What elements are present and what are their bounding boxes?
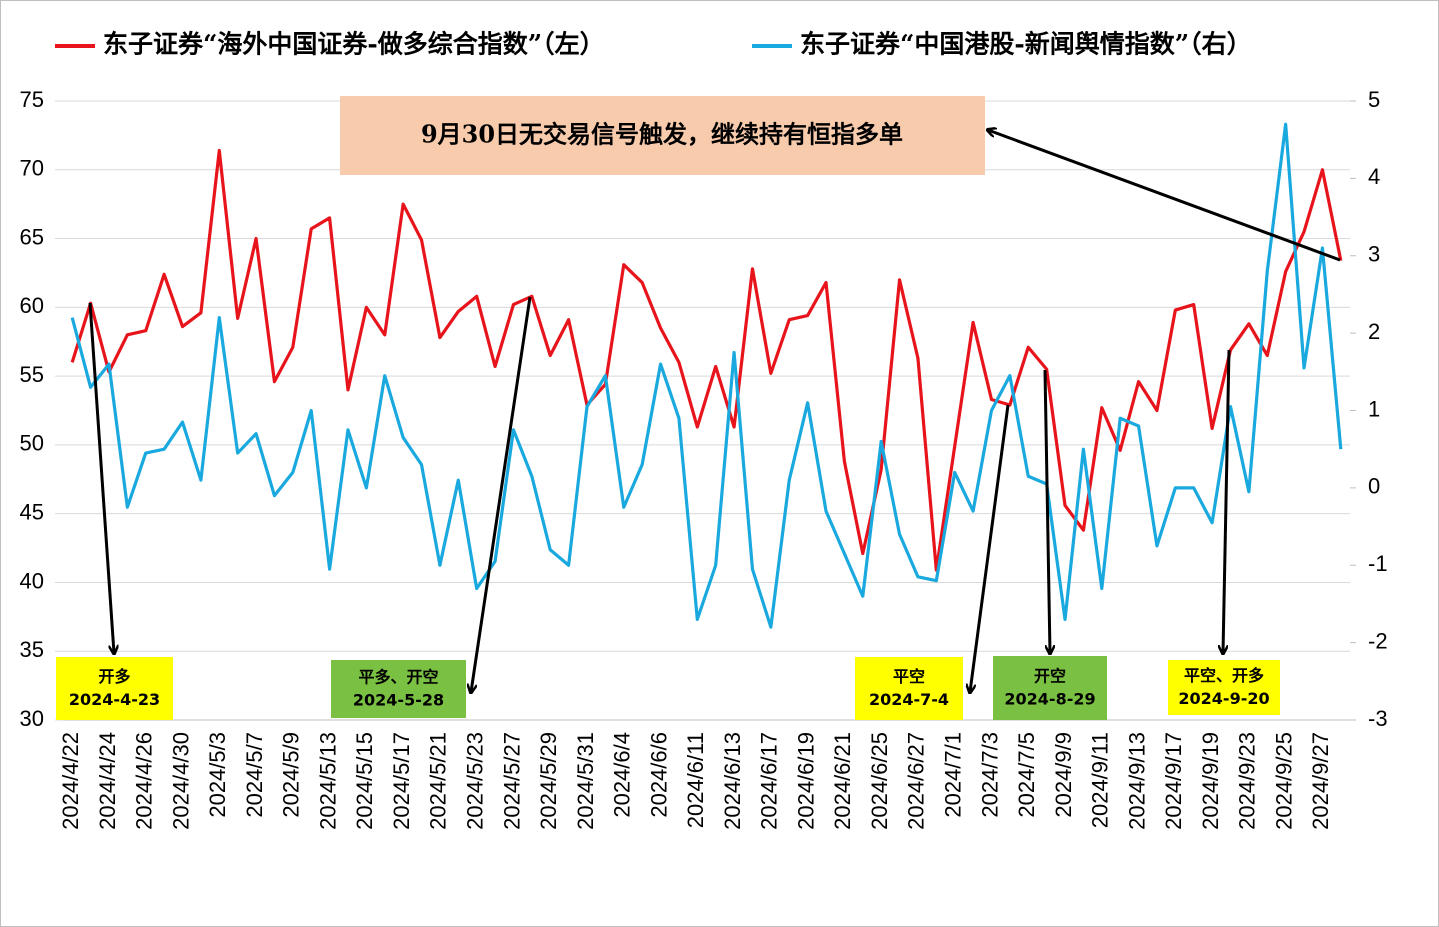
signal-label: 2024-5-28: [353, 691, 444, 710]
y2-tick-label: 3: [1368, 242, 1380, 267]
y-tick-label: 30: [20, 706, 44, 731]
x-tick-label: 2024/6/19: [793, 732, 818, 830]
x-tick-label: 2024/9/23: [1235, 732, 1260, 830]
x-tick-label: 2024/6/4: [610, 732, 635, 818]
signal-label: 2024-4-23: [69, 690, 160, 709]
y-tick-label: 70: [20, 156, 44, 181]
x-tick-label: 2024/5/3: [205, 732, 230, 818]
arrow: [1223, 349, 1231, 653]
y2-tick-label: 2: [1368, 319, 1380, 344]
x-tick-label: 2024/5/21: [426, 732, 451, 830]
x-tick-label: 2024/9/27: [1308, 732, 1333, 830]
legend: 东子证券“海外中国证券-做多综合指数”（左） 东子证券“中国港股-新闻舆情指数”（…: [55, 30, 1252, 59]
arrow: [88, 302, 114, 653]
arrow: [471, 296, 532, 692]
y-tick-label: 55: [20, 362, 44, 387]
y-tick-label: 60: [20, 293, 44, 318]
y2-tick-label: 4: [1368, 164, 1380, 189]
x-tick-label: 2024/5/31: [573, 732, 598, 830]
signal-box: [331, 660, 466, 718]
arrow: [970, 404, 1010, 692]
x-tick-label: 2024/9/25: [1271, 732, 1296, 830]
signal-box: [1168, 660, 1280, 715]
x-tick-label: 2024/9/11: [1088, 732, 1113, 828]
signal-label: 平空: [893, 667, 925, 686]
x-tick-label: 2024/6/25: [867, 732, 892, 830]
arrow: [988, 130, 1341, 262]
x-tick-label: 2024/7/3: [977, 732, 1002, 818]
x-tick-label: 2024/5/13: [315, 732, 340, 830]
x-tick-label: 2024/9/19: [1198, 732, 1223, 830]
annotation: 9月30日无交易信号触发，继续持有恒指多单: [421, 120, 903, 149]
legend-label: 东子证券“中国港股-新闻舆情指数”（右）: [800, 30, 1252, 59]
signal-label: 开空: [1034, 667, 1066, 686]
signal-box: [855, 657, 963, 720]
annotation-box: [340, 96, 985, 175]
x-tick-label: 2024/5/17: [389, 732, 414, 830]
y-tick-label: 65: [20, 224, 44, 249]
y-tick-label: 45: [20, 499, 44, 524]
signal-box: [56, 657, 173, 720]
signal-label: 2024-7-4: [869, 690, 949, 709]
x-tick-label: 2024/5/15: [352, 732, 377, 830]
y2-tick-label: -3: [1368, 706, 1388, 731]
y-tick-label: 35: [20, 637, 44, 662]
x-tick-label: 2024/4/22: [58, 732, 83, 830]
signal-label: 2024-9-20: [1178, 689, 1269, 708]
signal-label: 平多、开空: [358, 668, 438, 687]
series-line: [70, 148, 1343, 572]
x-tick-label: 2024/9/13: [1124, 732, 1149, 830]
x-tick-label: 2024/6/11: [683, 732, 708, 828]
y-tick-label: 40: [20, 568, 44, 593]
y-tick-label: 50: [20, 431, 44, 456]
x-tick-label: 2024/5/23: [462, 732, 487, 830]
x-tick-label: 2024/4/24: [95, 732, 120, 830]
signal-box: [993, 656, 1107, 720]
x-tick-label: 2024/6/21: [830, 732, 855, 830]
x-tick-label: 2024/6/6: [646, 732, 671, 818]
signal-label: 平空、开多: [1184, 666, 1264, 685]
x-tick-label: 2024/6/13: [720, 732, 745, 830]
signals: 开多 2024-4-23 平多、开空 2024-5-28 平空 2024-7-4 开空 202…: [56, 656, 1280, 720]
x-tick-label: 2024/7/5: [1014, 732, 1039, 818]
y2-tick-label: -2: [1368, 628, 1388, 653]
signal-label: 开多: [98, 667, 130, 686]
x-tick-label: 2024/5/9: [279, 732, 304, 818]
series-line: [70, 122, 1343, 629]
arrow: [1043, 369, 1050, 653]
y2-tick-label: -1: [1368, 551, 1388, 576]
signal-label: 2024-8-29: [1004, 690, 1095, 709]
x-tick-label: 2024/6/17: [757, 732, 782, 830]
x-tick-label: 2024/4/26: [132, 732, 157, 830]
lines: [70, 122, 1343, 629]
y-tick-label: 75: [20, 87, 44, 112]
arrows: [88, 130, 1341, 692]
x-tick-label: 2024/7/1: [941, 732, 966, 818]
y2-tick-label: 1: [1368, 396, 1380, 421]
y2-tick-label: 5: [1368, 87, 1380, 112]
x-tick-label: 2024/6/27: [904, 732, 929, 830]
x-tick-label: 2024/5/7: [242, 732, 267, 818]
y2-tick-label: 0: [1368, 474, 1380, 499]
legend-label: 东子证券“海外中国证券-做多综合指数”（左）: [103, 30, 605, 59]
x-tick-label: 2024/5/29: [536, 732, 561, 830]
x-tick-label: 2024/9/17: [1161, 732, 1186, 830]
x-tick-label: 2024/9/9: [1051, 732, 1076, 818]
x-tick-label: 2024/4/30: [168, 732, 193, 830]
x-tick-label: 2024/5/27: [499, 732, 524, 830]
